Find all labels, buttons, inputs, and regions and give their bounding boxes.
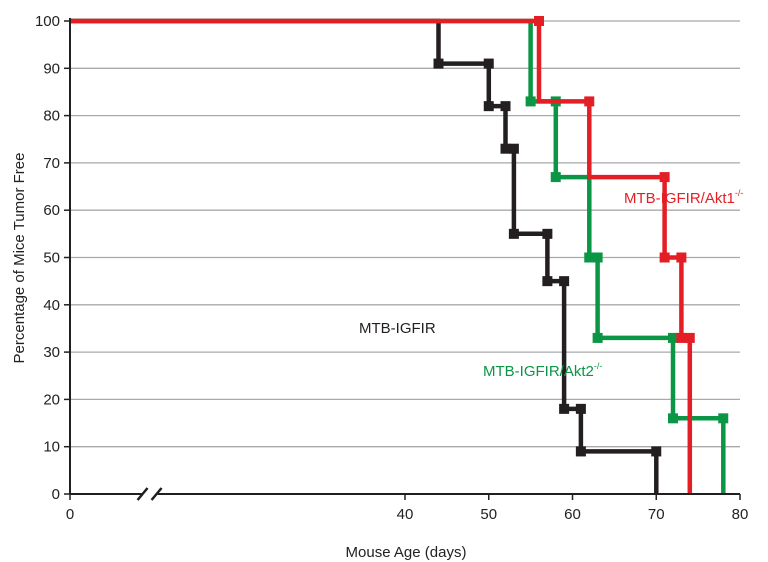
y-tick-label-30: 30 [43, 344, 60, 361]
marker-mtb-igfir-8 [542, 276, 553, 287]
y-tick-label-50: 50 [43, 250, 60, 267]
marker-mtb-igfir-0 [433, 58, 444, 69]
series-mtb-igfir-akt1 [70, 16, 695, 494]
marker-mtb-igfir-akt1-1 [584, 96, 595, 107]
x-tick-label-0: 0 [66, 506, 74, 523]
y-tick-label-90: 90 [43, 60, 60, 77]
labels: Mouse Age (days) Percentage of Mice Tumo… [11, 153, 743, 561]
marker-mtb-igfir-2 [483, 101, 494, 112]
series-mtb-igfir-akt2 [70, 18, 729, 494]
y-tick-label-40: 40 [43, 297, 60, 314]
marker-mtb-igfir-4 [500, 143, 511, 154]
y-tick-label-70: 70 [43, 155, 60, 172]
x-tick-label-60: 60 [564, 506, 581, 523]
marker-mtb-igfir-12 [575, 446, 586, 457]
marker-mtb-igfir-akt2-7 [668, 413, 678, 424]
y-tick-label-0: 0 [52, 486, 60, 503]
marker-mtb-igfir-akt1-4 [676, 252, 687, 263]
marker-mtb-igfir-7 [542, 228, 553, 239]
marker-mtb-igfir-10 [559, 403, 570, 414]
marker-mtb-igfir-akt2-4 [592, 252, 603, 263]
marker-mtb-igfir-akt1-2 [659, 172, 670, 183]
y-tick-label-10: 10 [43, 439, 60, 456]
marker-mtb-igfir-3 [500, 101, 511, 112]
marker-mtb-igfir-akt1-6 [684, 332, 695, 343]
axis-break-mark [136, 487, 163, 501]
y-tick-label-20: 20 [43, 391, 60, 408]
y-axis-title: Percentage of Mice Tumor Free [11, 153, 28, 364]
marker-mtb-igfir-akt2-3 [584, 252, 595, 263]
marker-mtb-igfir-5 [508, 143, 519, 154]
marker-mtb-igfir-akt2-5 [592, 332, 603, 343]
y-tick-label-80: 80 [43, 108, 60, 125]
series-label-akt1: MTB-IGFIR/Akt1-/- [624, 188, 743, 207]
marker-mtb-igfir-6 [508, 228, 519, 239]
marker-mtb-igfir-akt1-3 [659, 252, 670, 263]
axes: 0 10 20 30 40 50 60 70 80 90 100 0 40 50 60 70 80 [35, 13, 748, 523]
marker-mtb-igfir-akt2-2 [550, 172, 561, 183]
gridlines [70, 20, 740, 448]
marker-mtb-igfir-1 [483, 58, 494, 69]
marker-mtb-igfir-akt1-0 [534, 16, 544, 26]
marker-mtb-igfir-akt2-0 [525, 96, 536, 107]
series-layer [70, 16, 729, 494]
series-mtb-igfir [70, 18, 662, 494]
marker-mtb-igfir-9 [559, 276, 570, 287]
marker-mtb-igfir-akt2-8 [718, 413, 729, 424]
y-tick-label-100: 100 [35, 13, 60, 30]
marker-mtb-igfir-13 [651, 446, 662, 457]
x-tick-label-80: 80 [732, 506, 749, 523]
x-tick-label-50: 50 [480, 506, 497, 523]
x-axis-title: Mouse Age (days) [346, 544, 467, 561]
marker-mtb-igfir-akt1-5 [676, 332, 687, 343]
marker-mtb-igfir-akt2-6 [668, 332, 678, 343]
y-tick-label-60: 60 [43, 202, 60, 219]
series-label-akt2: MTB-IGFIR/Akt2-/- [483, 361, 602, 380]
marker-mtb-igfir-11 [575, 403, 586, 414]
x-tick-label-70: 70 [648, 506, 665, 523]
series-label-mtb-igfir: MTB-IGFIR [359, 320, 436, 337]
x-tick-label-40: 40 [397, 506, 414, 523]
